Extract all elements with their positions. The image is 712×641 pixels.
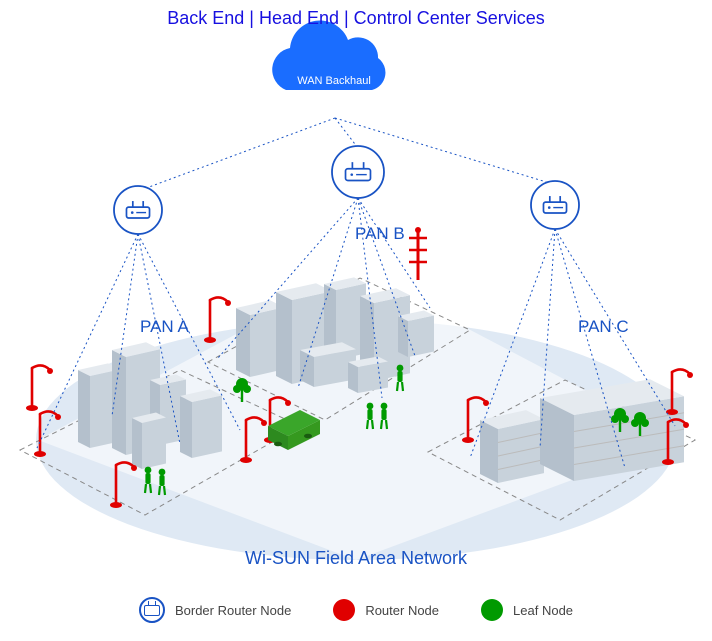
building (398, 311, 434, 358)
building (348, 357, 388, 394)
legend-leaf-node: Leaf Node (481, 597, 573, 623)
legend-label: Router Node (365, 603, 439, 618)
building (180, 389, 222, 458)
legend-router-node: Router Node (333, 597, 439, 623)
building (480, 410, 544, 483)
diagram-svg: WAN Backhaul PAN A PAN B PAN C (0, 0, 712, 641)
legend-border-router: Border Router Node (139, 597, 291, 623)
border-router-icon (139, 597, 165, 623)
building (300, 342, 356, 387)
backhaul-link (335, 118, 358, 148)
svg-text:PAN A: PAN A (140, 317, 189, 336)
border-router-br-b (332, 146, 384, 198)
backhaul-link (141, 118, 335, 190)
svg-text:PAN B: PAN B (355, 224, 405, 243)
router-node-icon (333, 599, 355, 621)
diagram-title: Back End | Head End | Control Center Ser… (0, 8, 712, 29)
streetlight-router (26, 365, 53, 411)
svg-text:PAN C: PAN C (578, 317, 629, 336)
border-router-br-c (531, 181, 579, 229)
diagram-canvas: Back End | Head End | Control Center Ser… (0, 0, 712, 641)
leaf-node-icon (481, 599, 503, 621)
cloud-icon: WAN Backhaul (272, 20, 385, 90)
antenna-router (409, 227, 427, 280)
border-router-br-a (114, 186, 162, 234)
building (132, 413, 166, 470)
svg-text:WAN Backhaul: WAN Backhaul (297, 75, 371, 87)
legend-label: Leaf Node (513, 603, 573, 618)
footer-label: Wi-SUN Field Area Network (0, 548, 712, 569)
legend: Border Router Node Router Node Leaf Node (0, 597, 712, 623)
legend-label: Border Router Node (175, 603, 291, 618)
building (540, 379, 684, 481)
